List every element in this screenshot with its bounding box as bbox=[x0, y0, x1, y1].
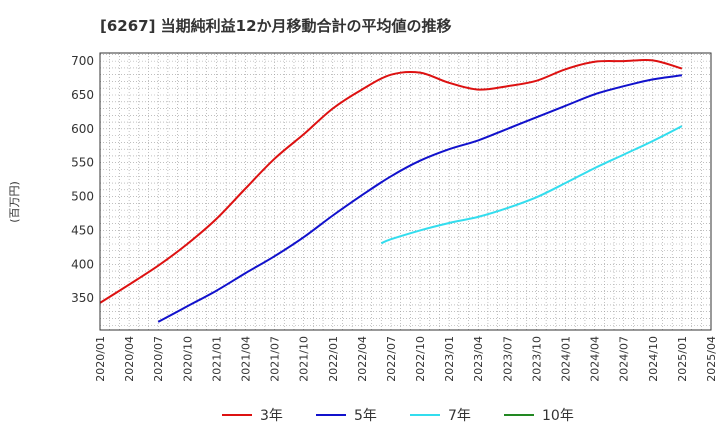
x-tick-label: 2020/04 bbox=[123, 336, 136, 382]
y-tick-label: 400 bbox=[71, 257, 94, 271]
legend-label: 5年 bbox=[354, 408, 377, 424]
series-line-1 bbox=[99, 58, 683, 304]
legend-label: 3年 bbox=[260, 408, 283, 424]
x-tick-label: 2020/01 bbox=[94, 336, 107, 382]
y-tick-label: 550 bbox=[71, 156, 94, 170]
series-line-3 bbox=[380, 125, 683, 245]
series-lines bbox=[99, 58, 683, 323]
y-tick-label: 700 bbox=[71, 54, 94, 68]
x-tick-label: 2021/10 bbox=[298, 336, 311, 382]
x-tick-label: 2024/10 bbox=[647, 336, 660, 382]
x-tick-label: 2020/10 bbox=[181, 336, 194, 382]
y-tick-label: 350 bbox=[71, 291, 94, 305]
y-tick-label: 650 bbox=[71, 88, 94, 102]
x-tick-label: 2023/01 bbox=[443, 336, 456, 382]
x-tick-label: 2025/04 bbox=[705, 336, 718, 382]
x-tick-label: 2023/07 bbox=[501, 336, 514, 382]
x-tick-label: 2024/04 bbox=[589, 336, 602, 382]
x-tick-label: 2021/01 bbox=[210, 336, 223, 382]
y-tick-label: 450 bbox=[71, 223, 94, 237]
x-axis-ticks: 2020/01 2020/04 2020/07 2020/10 2021/01 2021/… bbox=[94, 336, 718, 382]
x-tick-label: 2022/04 bbox=[356, 336, 369, 382]
x-tick-label: 2021/07 bbox=[269, 336, 282, 382]
plot-area-frame bbox=[99, 52, 712, 331]
legend: 3年 5年 7年 10年 bbox=[222, 408, 574, 424]
x-tick-label: 2024/07 bbox=[618, 336, 631, 382]
x-tick-label: 2023/04 bbox=[472, 336, 485, 382]
x-tick-label: 2020/07 bbox=[152, 336, 165, 382]
x-tick-label: 2022/01 bbox=[327, 336, 340, 382]
legend-label: 10年 bbox=[542, 408, 574, 424]
y-tick-label: 600 bbox=[71, 122, 94, 136]
legend-label: 7年 bbox=[448, 408, 471, 424]
chart-title: [6267] 当期純利益12か月移動合計の平均値の推移 bbox=[100, 17, 452, 35]
x-tick-label: 2021/04 bbox=[239, 336, 252, 382]
y-axis-label: (百万円) bbox=[8, 181, 21, 223]
x-tick-label: 2025/01 bbox=[676, 336, 689, 382]
grid-lines bbox=[100, 53, 711, 330]
x-tick-label: 2024/01 bbox=[560, 336, 573, 382]
x-tick-label: 2022/07 bbox=[385, 336, 398, 382]
x-tick-label: 2023/10 bbox=[530, 336, 543, 382]
x-tick-label: 2022/10 bbox=[414, 336, 427, 382]
series-line-2 bbox=[157, 74, 683, 323]
y-axis-ticks: 350 400 450 500 550 600 650 700 bbox=[71, 54, 94, 305]
y-tick-label: 500 bbox=[71, 190, 94, 204]
